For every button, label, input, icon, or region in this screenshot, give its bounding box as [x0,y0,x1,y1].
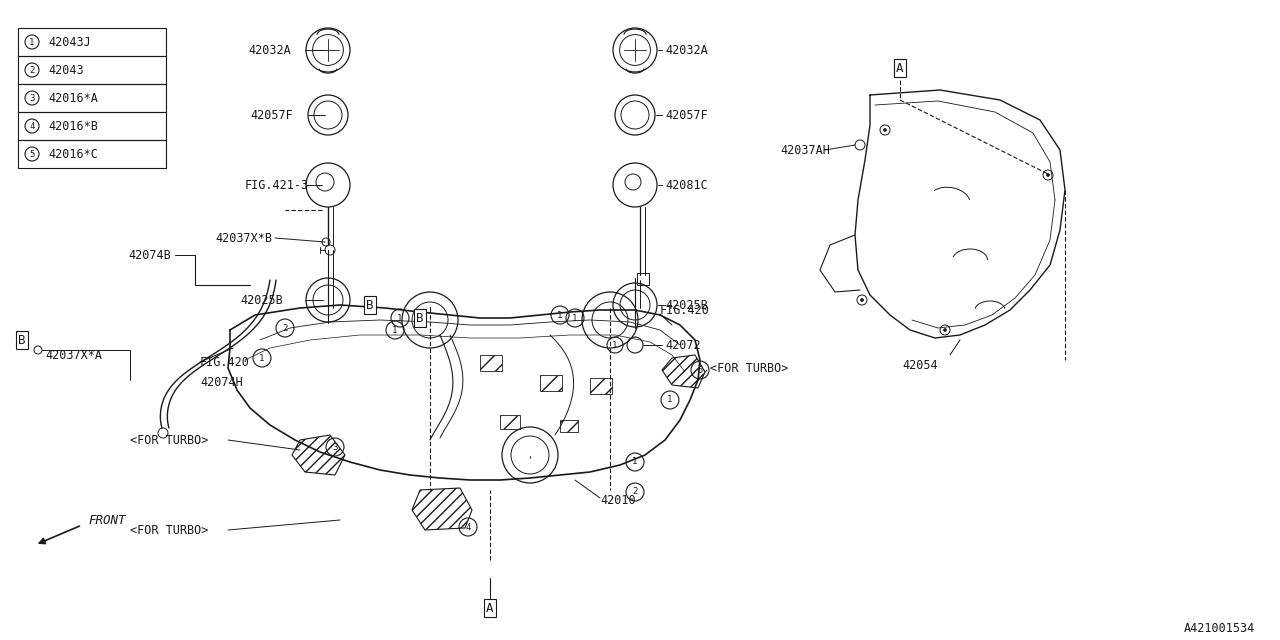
Text: 42043J: 42043J [49,35,91,49]
Text: B: B [416,312,424,324]
Text: 3: 3 [333,442,338,451]
Text: 42043: 42043 [49,63,83,77]
Text: 42037AH: 42037AH [780,143,829,157]
Text: 42074H: 42074H [200,376,243,388]
Text: 5: 5 [29,150,35,159]
Text: 42032A: 42032A [666,44,708,56]
Text: 2: 2 [632,488,637,497]
Text: A: A [486,602,494,614]
Text: 2: 2 [283,323,288,333]
Text: 42016*A: 42016*A [49,92,97,104]
Text: FIG.420: FIG.420 [660,303,710,317]
Text: 42037X*B: 42037X*B [215,232,273,244]
Bar [540,375,562,391]
Text: 42037X*A: 42037X*A [45,349,102,362]
Bar [18,28,166,56]
Bar [18,84,166,112]
Bar [500,415,520,429]
Text: <FOR TURBO>: <FOR TURBO> [131,524,209,536]
Bar [637,273,649,285]
Text: <FOR TURBO>: <FOR TURBO> [131,433,209,447]
Text: FIG.420: FIG.420 [200,355,250,369]
Text: 1: 1 [667,396,673,404]
Bar [18,140,166,168]
Text: 1: 1 [29,38,35,47]
Text: 1: 1 [260,353,265,362]
Text: 42010: 42010 [600,493,636,506]
Text: 42016*B: 42016*B [49,120,97,132]
Text: 4: 4 [29,122,35,131]
Text: B: B [366,298,374,312]
Bar [18,56,166,84]
Text: 42081C: 42081C [666,179,708,191]
Text: 42057F: 42057F [666,109,708,122]
Text: 1: 1 [392,326,398,335]
Text: B: B [18,333,26,346]
Text: 1: 1 [632,458,637,467]
Text: 42072: 42072 [666,339,700,351]
Text: 1: 1 [557,310,563,319]
Text: FRONT: FRONT [88,513,125,527]
Text: 3: 3 [29,93,35,102]
Text: A421001534: A421001534 [1184,621,1254,634]
Text: 1: 1 [612,340,618,349]
Text: 1: 1 [572,314,577,323]
Bar [561,420,579,432]
Circle shape [883,129,887,131]
Circle shape [860,298,864,301]
Text: 42054: 42054 [902,358,938,371]
Text: 4: 4 [466,522,471,531]
Text: 42025B: 42025B [666,298,708,312]
Text: 2: 2 [29,65,35,74]
Text: 42057F: 42057F [250,109,293,122]
Circle shape [943,328,946,332]
Text: 42032A: 42032A [248,44,291,56]
Text: A: A [896,61,904,74]
Text: <FOR TURBO>: <FOR TURBO> [710,362,788,374]
Text: FIG.421-3: FIG.421-3 [244,179,310,191]
Bar [480,355,502,371]
Circle shape [1047,173,1050,177]
Bar [590,378,612,394]
Bar [18,112,166,140]
Text: 42074B: 42074B [128,248,170,262]
Text: 42016*C: 42016*C [49,147,97,161]
Text: 42025B: 42025B [241,294,283,307]
Text: 1: 1 [397,314,403,323]
Text: 5: 5 [698,365,703,374]
